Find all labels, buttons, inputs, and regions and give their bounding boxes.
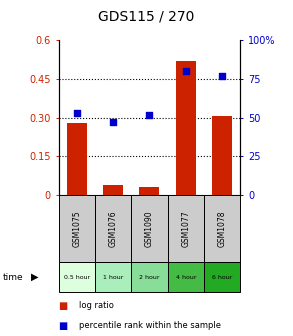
Text: time: time [3,273,23,282]
Text: GDS115 / 270: GDS115 / 270 [98,9,195,24]
Point [147,112,152,117]
Text: 1 hour: 1 hour [103,275,123,280]
Bar [59,195,95,262]
Bar [139,187,159,195]
Bar [131,195,168,262]
Point [220,73,224,79]
Text: GSM1075: GSM1075 [72,210,81,247]
Text: 0.5 hour: 0.5 hour [64,275,90,280]
Bar [168,195,204,262]
Bar [176,61,196,195]
Bar [95,262,131,292]
Bar [212,116,232,195]
Text: 6 hour: 6 hour [212,275,232,280]
Bar [204,262,240,292]
Text: ■: ■ [59,321,68,331]
Text: GSM1076: GSM1076 [109,210,117,247]
Text: GSM1078: GSM1078 [218,210,226,247]
Text: 2 hour: 2 hour [139,275,160,280]
Bar [67,123,87,195]
Text: GSM1077: GSM1077 [181,210,190,247]
Bar [95,195,131,262]
Bar [131,262,168,292]
Text: ■: ■ [59,301,68,311]
Point [183,69,188,74]
Text: ▶: ▶ [31,272,39,282]
Text: percentile rank within the sample: percentile rank within the sample [79,322,221,330]
Bar [103,184,123,195]
Point [111,120,115,125]
Bar [168,262,204,292]
Bar [204,195,240,262]
Text: log ratio: log ratio [79,301,114,310]
Point [74,110,79,116]
Text: 4 hour: 4 hour [176,275,196,280]
Text: GSM1090: GSM1090 [145,210,154,247]
Bar [59,262,95,292]
